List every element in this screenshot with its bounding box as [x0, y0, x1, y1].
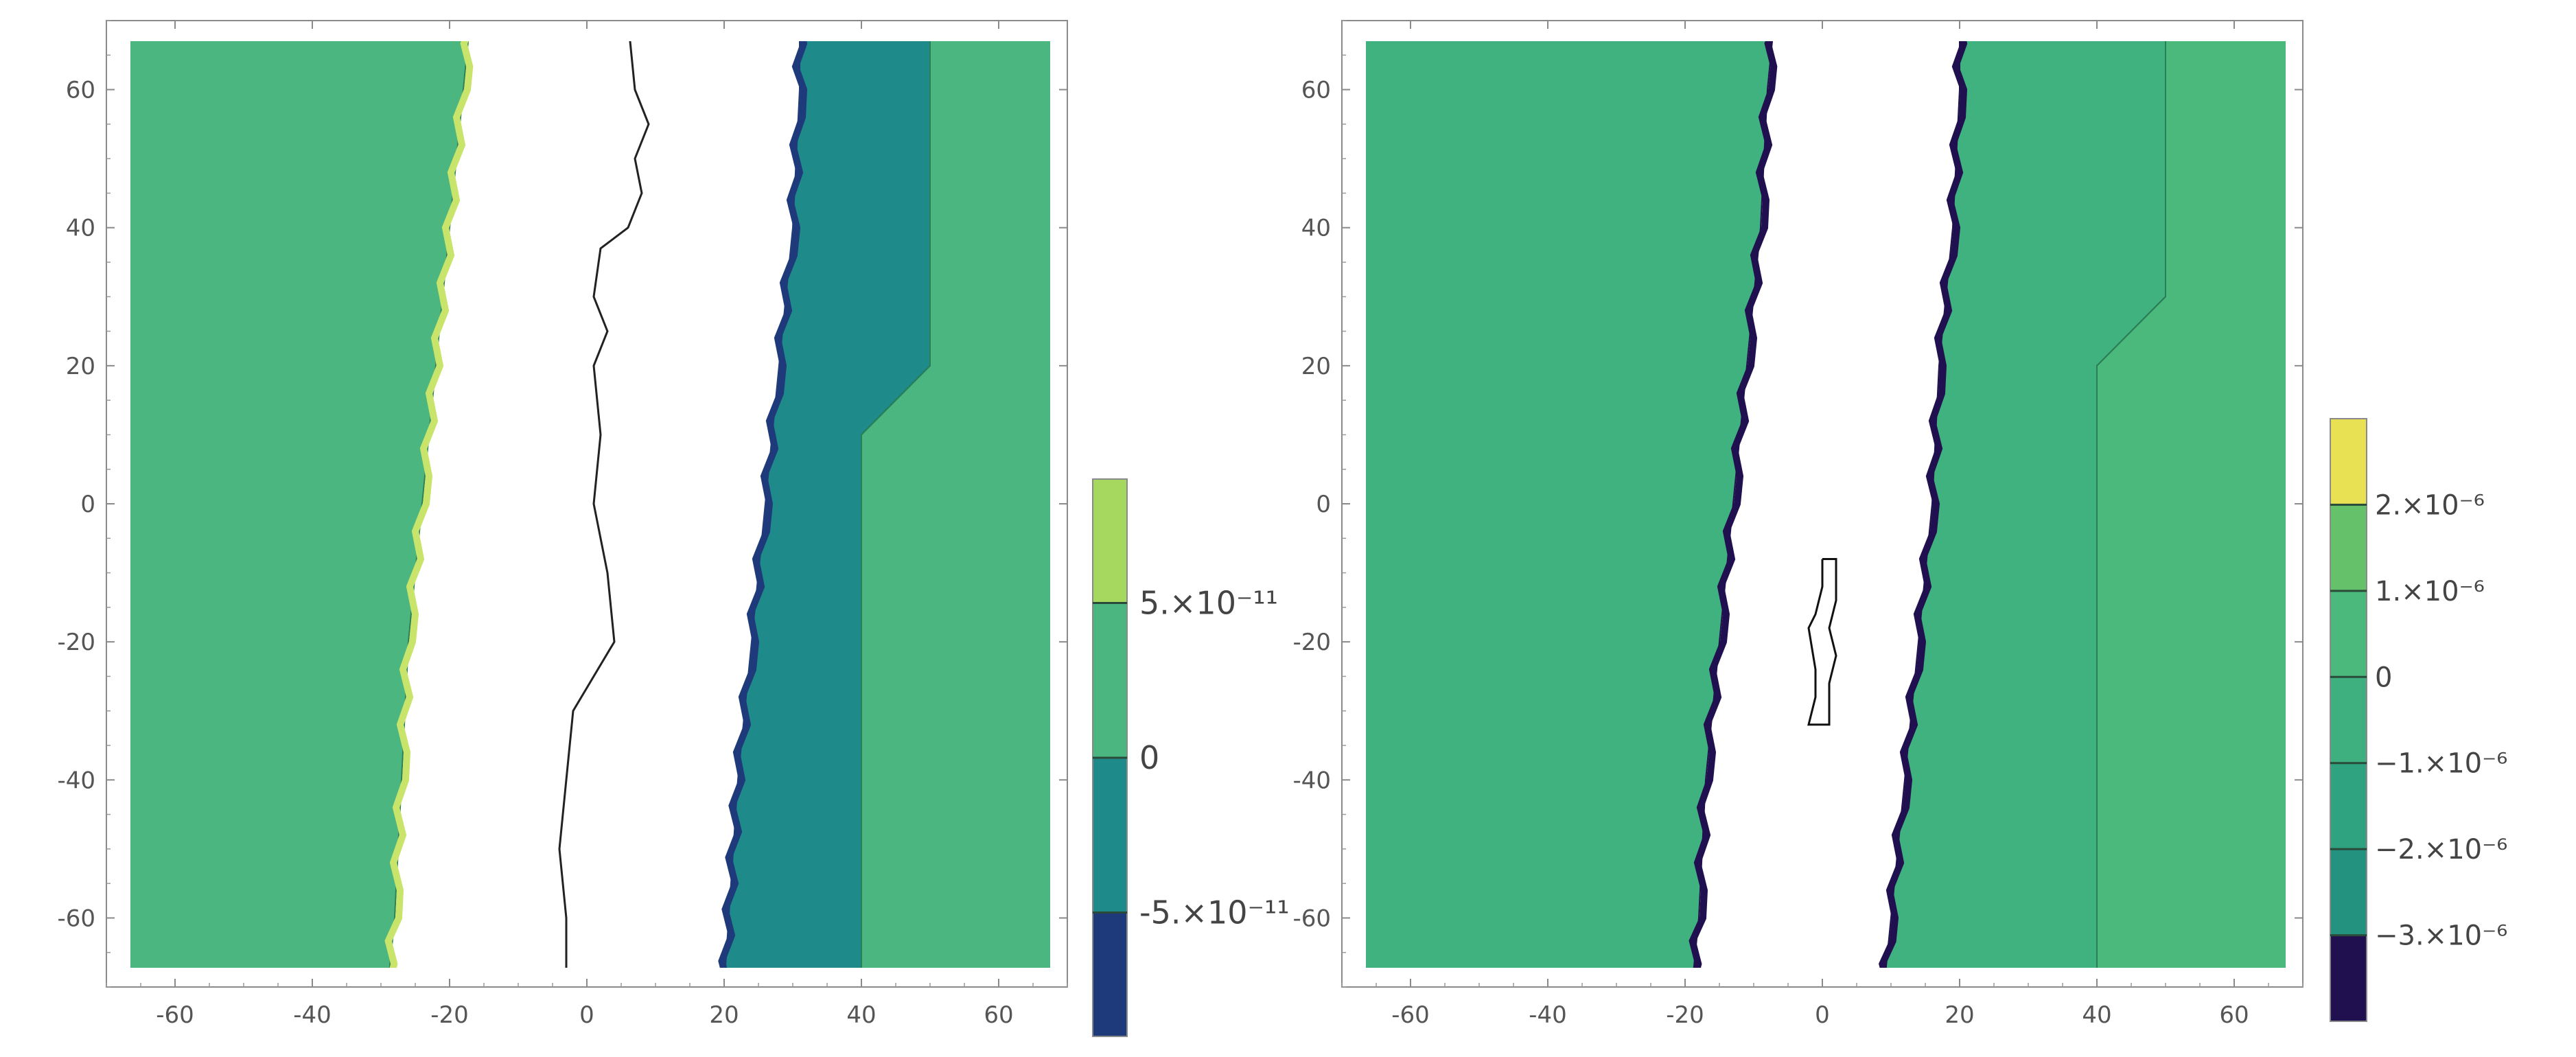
colorbar-label: 0 — [1139, 739, 1159, 776]
colorbar-label: -5.×10⁻¹¹ — [1139, 894, 1290, 931]
y-tick-label: 0 — [1316, 491, 1331, 518]
y-tick-label: -20 — [57, 629, 95, 656]
x-tick-label: 60 — [984, 1001, 1013, 1029]
plot-area — [130, 41, 1050, 968]
y-tick-label: -40 — [1292, 767, 1331, 794]
x-tick-label: 20 — [1945, 1001, 1974, 1029]
fringe-center-right — [1879, 41, 1968, 968]
x-tick-label: -40 — [1529, 1001, 1567, 1029]
x-tick-label: 0 — [579, 1001, 594, 1029]
region-right — [861, 41, 1050, 968]
colorbar: 5.×10⁻¹¹ 0 -5.×10⁻¹¹ — [1092, 478, 1290, 1037]
plot-area — [1366, 41, 2286, 968]
region-right — [2096, 41, 2286, 968]
y-tick-label: 40 — [1301, 215, 1331, 242]
contour-line — [558, 41, 650, 968]
x-tick-label: 40 — [2082, 1001, 2111, 1029]
colorbar-band — [2330, 419, 2367, 505]
y-tick-label: 20 — [66, 353, 95, 380]
region-left — [130, 41, 469, 968]
y-tick-label: 60 — [1301, 77, 1331, 104]
panel-1: -60 -40 -20 0 20 40 60 -60 -40 -20 0 20 40 60 5.×10⁻¹¹… — [57, 20, 1290, 1037]
x-tick-label: -20 — [430, 1001, 469, 1029]
colorbar-band — [1093, 479, 1127, 603]
y-tick-label: 20 — [1301, 353, 1331, 380]
colorbar-label: −2.×10⁻⁶ — [2375, 834, 2507, 866]
x-tick-label: -40 — [293, 1001, 332, 1029]
x-tick-label: 60 — [2219, 1001, 2249, 1029]
x-tick-label: 0 — [1815, 1001, 1830, 1029]
y-tick-label: -60 — [1292, 905, 1331, 932]
colorbar-band — [2330, 590, 2367, 677]
colorbar-band — [1093, 912, 1127, 1036]
colorbar: 2.×10⁻⁶ 1.×10⁻⁶ 0 −1.×10⁻⁶ −2.×10⁻⁶ −3.×10⁻⁶ — [2330, 418, 2507, 1022]
y-tick-label: -40 — [57, 767, 95, 794]
fringe-left — [1689, 41, 1778, 968]
colorbar-band — [2330, 677, 2367, 763]
colorbar-band — [2330, 935, 2367, 1021]
y-tick-label: -60 — [57, 905, 95, 932]
x-tick-label: 40 — [846, 1001, 876, 1029]
colorbar-label: −3.×10⁻⁶ — [2375, 920, 2507, 952]
colorbar-band — [2330, 849, 2367, 936]
colorbar-label: 0 — [2375, 662, 2392, 693]
colorbar-frame — [2330, 418, 2367, 1022]
y-tick-label: 0 — [80, 491, 95, 518]
y-tick-label: -20 — [1292, 629, 1331, 656]
x-tick-label: -60 — [156, 1001, 194, 1029]
x-tick-label: 20 — [709, 1001, 739, 1029]
colorbar-band — [2330, 504, 2367, 591]
colorbar-band — [1093, 758, 1127, 913]
colorbar-label: 2.×10⁻⁶ — [2375, 489, 2485, 521]
colorbar-band — [2330, 763, 2367, 850]
fringe-center-teal — [718, 41, 808, 968]
x-tick-label: -20 — [1666, 1001, 1704, 1029]
colorbar-label: 5.×10⁻¹¹ — [1139, 585, 1278, 622]
y-tick-label: 60 — [66, 77, 95, 104]
x-tick-label: -60 — [1391, 1001, 1430, 1029]
colorbar-label: −1.×10⁻⁶ — [2375, 748, 2507, 780]
panel-2: -60 -40 -20 0 20 40 60 -60 -40 -20 0 20 40 60 2.×10⁻⁶ 1… — [1292, 20, 2507, 1029]
y-tick-label: 40 — [66, 215, 95, 242]
fringe-left — [384, 41, 474, 968]
contour-line — [1807, 558, 1837, 726]
colorbar-band — [1093, 603, 1127, 758]
colorbar-label: 1.×10⁻⁶ — [2375, 576, 2485, 607]
